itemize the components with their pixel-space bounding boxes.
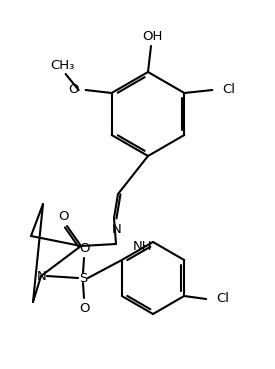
Text: NH: NH [133, 241, 153, 254]
Text: O: O [68, 83, 79, 96]
Text: N: N [37, 269, 47, 283]
Text: O: O [58, 210, 68, 223]
Text: N: N [112, 223, 122, 235]
Text: Cl: Cl [222, 83, 235, 96]
Text: OH: OH [142, 30, 162, 42]
Text: Cl: Cl [216, 293, 229, 306]
Text: O: O [79, 301, 89, 314]
Text: CH₃: CH₃ [50, 59, 75, 72]
Text: S: S [79, 272, 87, 284]
Text: O: O [79, 241, 89, 255]
